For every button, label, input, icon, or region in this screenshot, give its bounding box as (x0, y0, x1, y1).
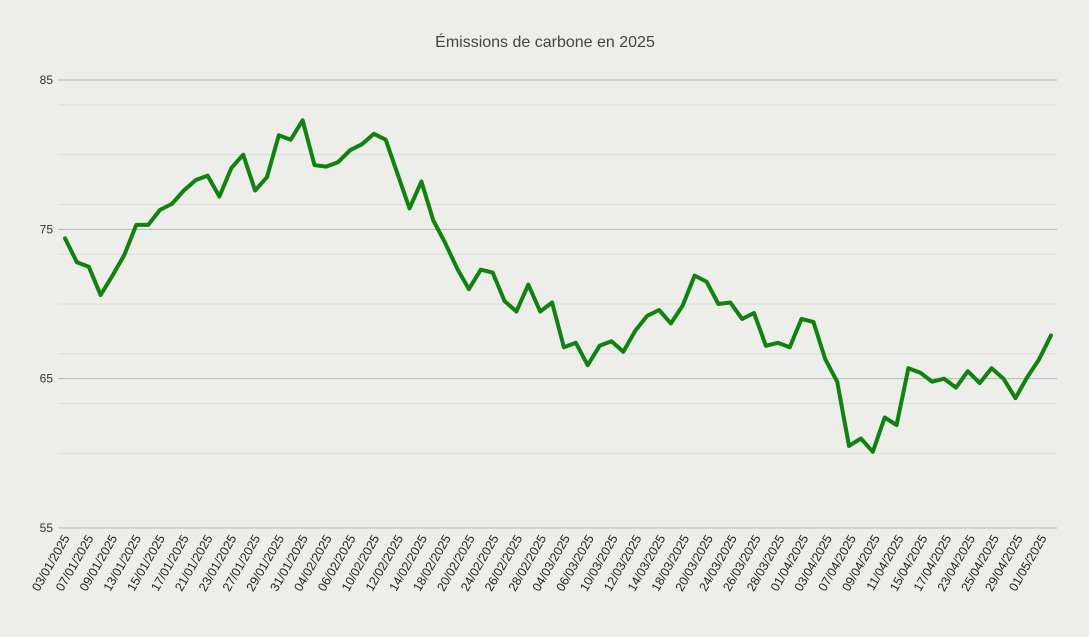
data-point (443, 241, 447, 245)
data-point (206, 174, 210, 178)
y-tick-label: 85 (40, 73, 54, 87)
data-point (1002, 377, 1005, 381)
data-point (835, 380, 839, 384)
data-point (990, 366, 994, 370)
data-point (99, 293, 103, 297)
data-point (1037, 357, 1041, 361)
data-point (669, 321, 673, 325)
data-point (384, 138, 388, 142)
data-point (811, 320, 815, 324)
data-point (360, 142, 364, 146)
data-point (776, 341, 780, 345)
data-point (586, 363, 590, 367)
data-point (954, 386, 958, 390)
data-point (918, 371, 922, 375)
data-point (681, 304, 685, 307)
data-point (633, 329, 637, 333)
data-point (265, 175, 269, 179)
data-point (823, 357, 827, 361)
data-point (1049, 333, 1053, 337)
data-point (503, 299, 506, 303)
data-point (895, 423, 899, 427)
data-point (182, 189, 186, 192)
data-point (728, 301, 732, 304)
data-point (871, 450, 875, 454)
data-point (455, 266, 459, 270)
x-axis-ticks: 03/01/202507/01/202509/01/202513/01/2025… (29, 532, 1049, 593)
data-point (705, 280, 708, 284)
data-point (598, 344, 602, 348)
data-point (514, 310, 518, 313)
data-point (800, 317, 803, 321)
data-point (978, 381, 982, 385)
data-point (859, 436, 863, 440)
data-point (324, 165, 328, 169)
data-point (253, 189, 257, 192)
data-point (467, 287, 471, 291)
data-point (313, 163, 316, 167)
data-point (883, 416, 887, 419)
data-point (716, 302, 720, 306)
data-point (158, 208, 162, 212)
data-point (1025, 375, 1029, 379)
data-point (693, 274, 697, 278)
data-point (930, 380, 934, 384)
gridlines (58, 79, 1057, 529)
data-point (277, 133, 281, 137)
data-point (1013, 396, 1017, 400)
data-point (229, 166, 233, 170)
data-point (408, 206, 411, 210)
data-point (63, 236, 67, 240)
data-point (87, 265, 91, 269)
data-point (906, 366, 910, 370)
data-point (348, 148, 352, 152)
chart-title: Émissions de carbone en 2025 (435, 32, 655, 51)
data-point (574, 341, 578, 345)
y-tick-label: 55 (40, 521, 54, 535)
data-point (491, 271, 495, 275)
data-point (847, 444, 851, 448)
y-tick-label: 75 (40, 222, 54, 236)
data-point (336, 160, 340, 164)
data-point (122, 253, 126, 257)
data-point (419, 180, 423, 183)
data-point (526, 283, 530, 287)
data-point (740, 317, 744, 321)
data-point (146, 223, 150, 227)
data-point (645, 314, 649, 318)
data-point (75, 260, 79, 264)
data-point (621, 350, 625, 354)
data-point (170, 202, 174, 206)
data-point (301, 118, 305, 122)
data-point (396, 172, 400, 176)
y-axis-ticks: 55 65 75 85 (40, 73, 54, 535)
data-point (111, 274, 114, 278)
data-point (788, 345, 792, 349)
data-point (752, 311, 756, 315)
data-point (550, 301, 554, 304)
series-layer (63, 118, 1053, 454)
data-point (657, 308, 661, 312)
data-point (562, 345, 566, 349)
data-point (942, 377, 946, 381)
data-point (538, 310, 542, 313)
data-point (217, 195, 221, 198)
series-line (63, 118, 1053, 454)
data-point (431, 218, 435, 222)
data-point (372, 132, 376, 136)
y-tick-label: 65 (40, 372, 54, 386)
data-point (194, 178, 198, 182)
data-point (479, 268, 483, 272)
data-point (134, 223, 138, 227)
data-point (966, 369, 970, 373)
data-point (289, 138, 293, 142)
data-point (241, 153, 245, 157)
data-point (764, 344, 768, 348)
data-point (610, 339, 613, 343)
